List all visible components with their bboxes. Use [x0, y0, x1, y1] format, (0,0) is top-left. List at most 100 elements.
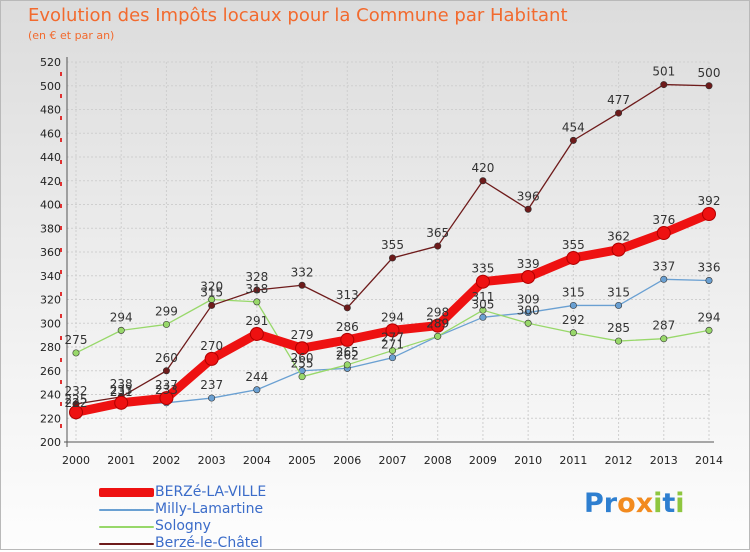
data-label: 328 [245, 270, 268, 284]
legend-swatch [99, 509, 154, 511]
data-label: 365 [426, 226, 449, 240]
x-tick-label: 2008 [424, 454, 452, 467]
data-point [430, 318, 445, 333]
y-tick-label: 300 [40, 317, 61, 330]
x-tick-label: 2009 [469, 454, 497, 467]
x-tick-label: 2000 [62, 454, 90, 467]
proxiti-logo: Proxiti [584, 488, 685, 519]
y-tick-label: 480 [40, 104, 61, 117]
chart-subtitle: (en € et par an) [28, 29, 115, 42]
data-point [385, 323, 400, 338]
data-label: 225 [65, 392, 88, 406]
y-tick-label: 260 [40, 365, 61, 378]
data-point [253, 298, 261, 306]
y-tick-label: 200 [40, 436, 61, 449]
data-label: 335 [471, 262, 494, 276]
data-label: 287 [652, 319, 675, 333]
data-point [569, 136, 577, 144]
data-label: 339 [517, 257, 540, 271]
data-label: 265 [336, 345, 359, 359]
legend-item: Berzé-le-Châtel [99, 535, 399, 552]
data-label: 286 [336, 320, 359, 334]
x-tick-label: 2014 [695, 454, 723, 467]
data-point [524, 205, 532, 213]
legend-item: Sologny [99, 518, 399, 535]
legend-label: Berzé-le-Châtel [155, 535, 263, 551]
legend-item: Milly-Lamartine [99, 501, 399, 518]
y-tick-label: 320 [40, 294, 61, 307]
data-label: 277 [381, 331, 404, 345]
data-label: 291 [245, 314, 268, 328]
data-point [705, 276, 713, 284]
logo-letter: i [675, 488, 685, 519]
x-tick-label: 2010 [514, 454, 542, 467]
data-label: 233 [155, 383, 178, 397]
x-tick-label: 2012 [605, 454, 633, 467]
data-label: 315 [562, 285, 585, 299]
legend-label: Milly-Lamartine [155, 501, 264, 517]
chart-title: Evolution des Impôts locaux pour la Comm… [28, 5, 568, 26]
logo-letter: x [635, 488, 654, 519]
data-label: 289 [426, 316, 449, 330]
x-tick-label: 2002 [152, 454, 180, 467]
data-label: 279 [291, 328, 314, 342]
data-point [615, 109, 623, 117]
data-label: 315 [200, 285, 223, 299]
data-point [521, 269, 536, 284]
y-tick-label: 220 [40, 412, 61, 425]
legend-label: BERZé-LA-VILLE [155, 484, 267, 500]
data-label: 309 [517, 293, 540, 307]
logo-letter: r [603, 488, 618, 519]
data-label: 320 [200, 280, 223, 294]
data-point [204, 351, 219, 366]
data-point [159, 391, 174, 406]
data-point [117, 326, 125, 334]
data-label: 500 [698, 66, 721, 80]
data-label: 318 [245, 282, 268, 296]
legend-swatch [99, 488, 154, 497]
data-label: 270 [200, 339, 223, 353]
data-point [660, 275, 668, 283]
data-point [615, 301, 623, 309]
legend-label: Sologny [155, 518, 211, 534]
data-label: 305 [471, 297, 494, 311]
data-point [253, 386, 261, 394]
data-label: 355 [562, 238, 585, 252]
data-point [434, 242, 442, 250]
legend-swatch [99, 526, 154, 528]
data-point [298, 281, 306, 289]
data-label: 420 [471, 161, 494, 175]
data-point [569, 301, 577, 309]
data-label: 362 [607, 230, 630, 244]
x-tick-label: 2006 [333, 454, 361, 467]
logo-letter: i [653, 488, 663, 519]
data-label: 237 [155, 378, 178, 392]
y-tick-label: 500 [40, 80, 61, 93]
data-point [162, 367, 170, 375]
data-point [343, 361, 351, 369]
x-tick-label: 2005 [288, 454, 316, 467]
y-tick-label: 280 [40, 341, 61, 354]
data-label: 292 [562, 313, 585, 327]
data-label: 501 [652, 65, 675, 79]
logo-letter: P [584, 488, 604, 519]
y-tick-label: 380 [40, 222, 61, 235]
x-tick-label: 2007 [379, 454, 407, 467]
y-tick-label: 520 [40, 56, 61, 69]
data-point [569, 329, 577, 337]
data-label: 294 [698, 310, 721, 324]
data-label: 260 [291, 351, 314, 365]
data-label: 289 [426, 316, 449, 330]
data-label: 275 [65, 333, 88, 347]
y-tick-label: 400 [40, 199, 61, 212]
data-point [656, 226, 671, 240]
data-point [434, 332, 442, 340]
data-point [253, 286, 261, 294]
data-label: 376 [652, 213, 675, 227]
data-label: 255 [291, 357, 314, 371]
x-tick-label: 2013 [650, 454, 678, 467]
data-label: 477 [607, 93, 630, 107]
data-label: 237 [200, 378, 223, 392]
data-point [340, 332, 355, 347]
data-point [208, 394, 216, 402]
